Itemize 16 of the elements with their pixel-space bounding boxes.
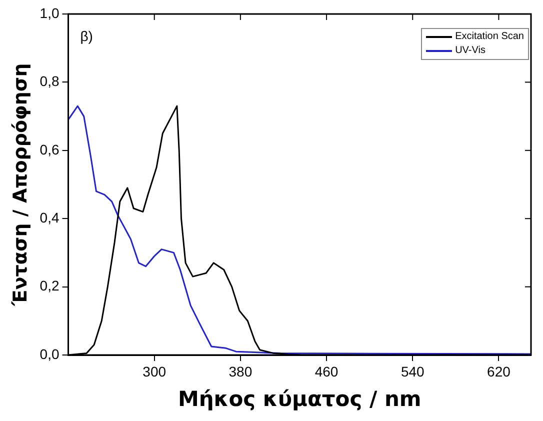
annotation: β) [80,28,93,44]
y-tick-label: 0,0 [40,346,60,362]
y-tick-label: 1,0 [40,4,60,21]
legend-label: Excitation Scan [455,30,524,44]
y-tick-label: 0,6 [40,141,60,158]
x-tick-label: 620 [487,363,511,380]
x-axis-title: Μήκος κύματος / nm [178,386,422,411]
x-tick-label: 460 [314,363,338,380]
y-axis-title: Ένταση / Απορρόφηση [9,63,32,307]
x-tick-label: 540 [400,363,425,380]
y-tick-label: 0,8 [40,73,60,90]
y-tick-label: 0,4 [40,209,60,226]
legend-label: UV-Vis [455,44,486,58]
y-tick-label: 0,2 [40,278,60,294]
x-tick-label: 380 [228,363,252,380]
x-tick-label: 300 [142,363,166,380]
